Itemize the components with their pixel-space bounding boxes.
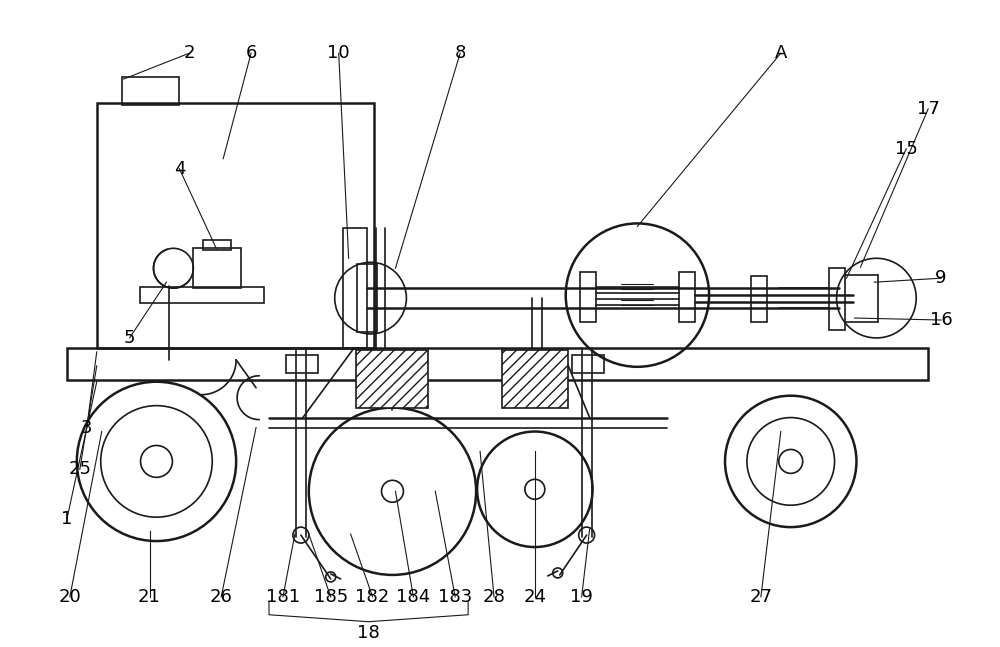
Text: 5: 5 (124, 329, 135, 347)
Text: 183: 183 (438, 588, 472, 606)
Text: 3: 3 (81, 419, 93, 437)
Bar (829, 269, 845, 330)
Polygon shape (502, 350, 568, 408)
Text: 184: 184 (396, 588, 430, 606)
Text: 16: 16 (930, 311, 952, 329)
Text: 15: 15 (895, 140, 918, 158)
Text: 1: 1 (61, 510, 73, 528)
Text: 25: 25 (68, 461, 91, 478)
Bar (67, 348, 928, 380)
Text: 182: 182 (355, 588, 390, 606)
Text: 181: 181 (266, 588, 300, 606)
Bar (97, 103, 374, 348)
Text: 21: 21 (138, 588, 161, 606)
Text: 4: 4 (174, 160, 185, 178)
Text: 20: 20 (58, 588, 81, 606)
Text: 17: 17 (917, 100, 940, 118)
Text: 9: 9 (935, 269, 947, 287)
Bar (286, 355, 318, 373)
Bar (140, 287, 264, 303)
Bar (580, 272, 596, 322)
Text: A: A (775, 44, 787, 62)
Bar (679, 272, 695, 322)
Bar (122, 77, 179, 105)
Text: 185: 185 (314, 588, 348, 606)
Text: 19: 19 (570, 588, 593, 606)
Text: 18: 18 (357, 624, 380, 642)
Text: 28: 28 (483, 588, 505, 606)
Bar (203, 240, 231, 250)
Bar (357, 264, 377, 332)
Text: 10: 10 (327, 44, 350, 62)
Bar (343, 228, 367, 348)
Text: 2: 2 (184, 44, 195, 62)
Text: 27: 27 (749, 588, 772, 606)
Bar (193, 248, 241, 288)
Text: 26: 26 (210, 588, 233, 606)
Text: 8: 8 (454, 44, 466, 62)
Text: 6: 6 (245, 44, 257, 62)
Bar (572, 355, 604, 373)
Text: 24: 24 (523, 588, 546, 606)
Polygon shape (356, 350, 428, 408)
Bar (751, 276, 767, 322)
